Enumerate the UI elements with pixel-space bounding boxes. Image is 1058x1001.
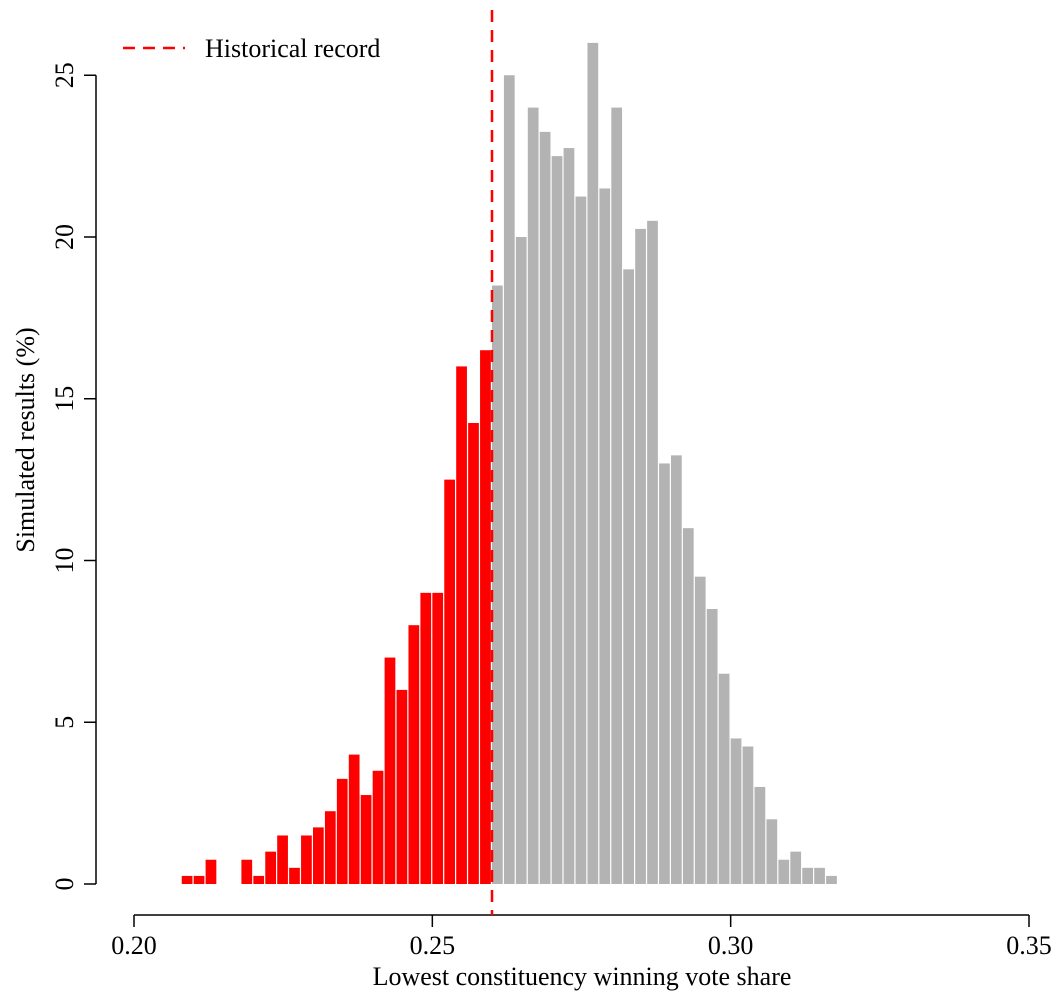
bar-1-25 [790,851,802,884]
bar-0-2 [205,859,217,884]
bar-1-22 [754,786,766,884]
bar-1-8 [587,42,599,884]
x-tick-label-2: 0.30 [708,931,754,960]
x-axis-title: Lowest constituency winning vote share [373,962,792,991]
bar-1-15 [671,455,682,884]
bar-1-19 [718,673,730,884]
bar-1-16 [682,528,694,884]
bar-1-21 [742,746,754,884]
bar-0-22 [468,423,479,884]
bar-1-11 [623,269,634,885]
y-axis: 0 5 10 15 20 25 [50,62,97,891]
y-tick-label-0: 0 [50,878,79,891]
y-tick-label-3: 15 [50,386,79,412]
bar-0-3 [241,859,253,884]
bar-1-1 [503,75,515,884]
bar-1-10 [611,107,623,885]
bar-0-13 [360,795,372,884]
bar-0-19 [432,592,444,884]
bar-1-6 [563,148,575,885]
bar-1-20 [730,738,742,884]
bar-1-13 [647,220,658,884]
y-tick-label-5: 25 [50,62,79,88]
bar-0-6 [277,835,288,884]
y-tick-label-2: 10 [50,548,79,574]
bar-0-1 [193,875,205,884]
bar-1-2 [515,237,527,884]
bar-0-8 [301,835,312,884]
x-tick-label-3: 0.35 [1006,931,1052,960]
bar-0-5 [265,851,276,884]
bar-0-7 [289,867,300,884]
bar-1-7 [575,196,587,884]
bar-1-26 [802,867,813,884]
legend: Historical record [123,34,380,63]
bar-0-15 [384,657,396,884]
bar-0-20 [444,479,455,884]
bar-1-14 [659,463,670,884]
bar-1-3 [527,107,539,885]
y-tick-label-4: 20 [50,224,79,250]
bar-0-14 [372,770,384,884]
bar-0-17 [408,625,420,884]
bar-1-17 [694,576,706,884]
bar-1-12 [635,228,646,885]
bar-1-0 [492,285,503,884]
bar-1-4 [539,131,551,885]
x-axis: 0.20 0.25 0.30 0.35 [111,914,1052,960]
y-tick-label-1: 5 [50,716,79,729]
bar-0-18 [420,592,432,884]
bar-1-27 [814,867,825,884]
bar-0-23 [480,350,491,885]
bar-0-11 [336,778,348,884]
x-tick-label-1: 0.25 [410,931,456,960]
bar-0-21 [456,366,467,884]
bar-1-18 [706,609,718,884]
bar-0-9 [313,827,324,884]
bar-0-10 [324,811,336,884]
bar-1-23 [766,819,778,884]
bar-1-28 [826,875,837,884]
bar-1-24 [778,859,790,884]
bar-0-0 [181,875,193,884]
y-axis-title: Simulated results (%) [11,327,40,552]
x-tick-label-0: 0.20 [111,931,157,960]
bar-1-9 [599,188,611,885]
bar-0-4 [253,875,265,884]
histogram-bars [181,42,837,885]
legend-label: Historical record [205,34,380,63]
bar-1-5 [551,156,563,884]
bar-0-16 [396,689,408,884]
bar-0-12 [348,754,360,884]
